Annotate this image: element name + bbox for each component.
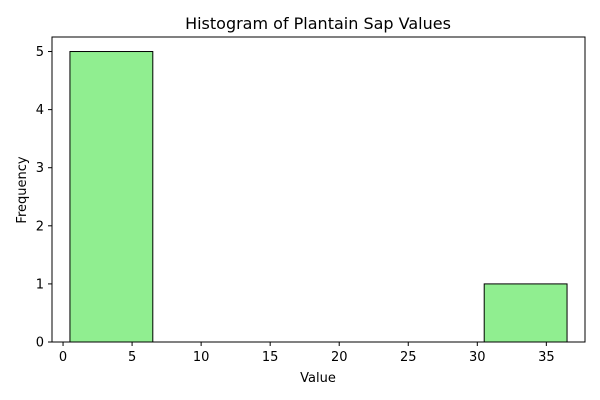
chart-title: Histogram of Plantain Sap Values: [185, 14, 451, 33]
x-tick-label-30: 30: [469, 350, 486, 365]
x-axis-label: Value: [300, 371, 336, 386]
y-axis-label: Frequency: [15, 156, 30, 223]
x-tick-label-10: 10: [193, 350, 210, 365]
x-tick-label-15: 15: [262, 350, 279, 365]
x-tick-label-0: 0: [59, 350, 67, 365]
plot-area-frame: [51, 36, 586, 343]
y-tick-label-3: 3: [36, 161, 44, 176]
x-tick-label-35: 35: [538, 350, 555, 365]
x-tick-label-20: 20: [331, 350, 348, 365]
bars-group: [69, 51, 568, 343]
histogram-bar-1: [69, 51, 154, 343]
x-tick-label-5: 5: [128, 350, 136, 365]
y-tick-label-5: 5: [36, 45, 44, 60]
y-tick-label-4: 4: [36, 103, 44, 118]
y-tick-label-2: 2: [36, 219, 44, 234]
histogram-bar-6: [483, 283, 568, 343]
x-axis-ticks: 0 5 10 15 20 25 30 35: [59, 342, 555, 365]
y-axis-ticks: 0 1 2 3 4 5: [36, 45, 52, 351]
x-tick-label-25: 25: [400, 350, 417, 365]
y-tick-label-1: 1: [36, 277, 44, 292]
y-tick-label-0: 0: [36, 336, 44, 351]
